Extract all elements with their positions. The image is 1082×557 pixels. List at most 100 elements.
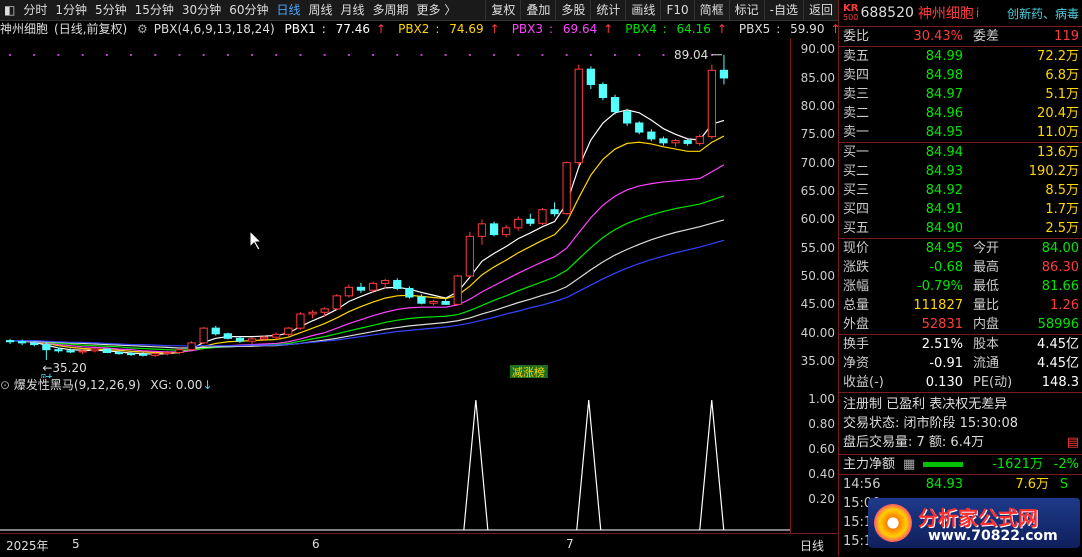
asks-row[interactable]: 卖四 84.98 6.8万 [839,66,1082,85]
toolbar-action-button[interactable]: 复权 [485,0,520,20]
candle-body[interactable] [550,209,559,215]
period-tab[interactable]: 周线 [308,3,333,17]
candle-body[interactable] [671,140,680,144]
candle-body[interactable] [441,301,450,305]
candle-body[interactable] [5,340,15,343]
period-tab[interactable]: 5分钟 [95,3,127,17]
candle-body[interactable] [574,68,583,164]
candle-body[interactable] [610,97,620,113]
period-tab[interactable]: 30分钟 [181,3,222,17]
candle-body[interactable] [502,227,511,236]
candle-body[interactable] [54,349,63,352]
candle-body[interactable] [235,337,245,342]
candle-body[interactable] [223,333,232,339]
candle-body[interactable] [429,301,438,304]
toolbar-action-button[interactable]: -自选 [763,0,803,20]
candle-body[interactable] [139,353,148,356]
asks-row[interactable]: 卖一 84.95 11.0万 [839,123,1082,142]
candle-body[interactable] [272,333,281,338]
candle-body[interactable] [526,218,535,224]
info-icon[interactable]: i [975,6,980,20]
candle-body[interactable] [647,131,656,140]
candle-body[interactable] [695,136,704,144]
candle-body[interactable] [151,353,160,356]
candle-body[interactable] [78,350,87,353]
candle-body[interactable] [623,111,632,124]
candle-body[interactable] [417,296,426,304]
candle-body[interactable] [489,223,499,236]
candle-body[interactable] [344,286,353,297]
candle-body[interactable] [381,280,390,284]
period-tab[interactable]: 更多 〉 [416,3,457,17]
calendar-icon[interactable]: ▤ [1066,435,1079,450]
tag-label[interactable]: 减涨榜 [512,365,545,378]
candle-body[interactable] [187,342,196,351]
toolbar-action-button[interactable]: 多股 [555,0,590,20]
candlestick-chart[interactable]: 89.04 ←35.20财 减涨榜 [0,38,790,378]
settings-gear-icon[interactable]: ⚙ [137,22,148,36]
candle-body[interactable] [18,341,27,344]
toolbar-action-button[interactable]: F10 [660,0,693,20]
finance-marker[interactable]: 财 [40,373,52,378]
toolbar-toggle-icon[interactable]: ◧ [4,3,16,17]
candle-body[interactable] [90,348,99,352]
candle-body[interactable] [562,162,571,215]
candle-body[interactable] [260,336,269,340]
toolbar-action-button[interactable]: 叠加 [520,0,555,20]
candle-body[interactable] [514,218,523,229]
period-tab[interactable]: 日线 [276,3,301,17]
candle-body[interactable] [175,349,184,353]
candle-body[interactable] [199,327,208,344]
period-tab[interactable]: 月线 [340,3,365,17]
signal-chart[interactable] [0,392,790,532]
asks-row[interactable]: 卖五 84.99 72.2万 [839,47,1082,66]
period-tab[interactable]: 分时 [23,3,48,17]
candle-body[interactable] [393,280,402,289]
candle-body[interactable] [586,68,595,85]
candle-body[interactable] [683,140,692,144]
period-tab[interactable]: 1分钟 [55,3,87,17]
candle-body[interactable] [368,282,378,291]
indicator-settings-icon[interactable]: ⊙ [0,378,11,392]
candle-body[interactable] [66,350,75,353]
bids-row[interactable]: 买三 84.92 8.5万 [839,181,1082,200]
toolbar-action-button[interactable]: 简框 [693,0,729,20]
candle-body[interactable] [356,286,366,291]
asks-row[interactable]: 卖三 84.97 5.1万 [839,85,1082,104]
candle-body[interactable] [453,275,462,305]
candle-body[interactable] [163,352,172,355]
candle-body[interactable] [538,209,547,224]
period-tab[interactable]: 多周期 [372,3,409,17]
toolbar-action-button[interactable]: 返回 [802,0,838,20]
candle-body[interactable] [211,327,220,335]
candle-body[interactable] [308,311,317,315]
period-label[interactable]: 日线 [800,539,825,553]
candle-body[interactable] [284,327,293,335]
toolbar-action-button[interactable]: 统计 [590,0,625,20]
bids-row[interactable]: 买五 84.90 2.5万 [839,219,1082,238]
concept-tag[interactable]: 创新药、病毒 [1006,6,1079,21]
candle-body[interactable] [598,83,608,98]
bids-row[interactable]: 买一 84.94 13.6万 [839,143,1082,162]
candle-body[interactable] [126,353,136,356]
candle-body[interactable] [102,348,111,354]
bids-row[interactable]: 买二 84.93 190.2万 [839,162,1082,181]
asks-row[interactable]: 卖二 84.96 20.4万 [839,104,1082,123]
candle-body[interactable] [719,69,729,79]
calc-icon[interactable]: ▦ [903,457,916,472]
candle-body[interactable] [42,344,51,351]
candle-body[interactable] [247,338,257,342]
period-tab[interactable]: 60分钟 [229,3,269,17]
candle-body[interactable] [659,138,668,144]
bids-row[interactable]: 买四 84.91 1.7万 [839,200,1082,219]
candle-body[interactable] [30,342,39,346]
candle-body[interactable] [477,223,487,237]
toolbar-action-button[interactable]: 标记 [728,0,764,20]
candle-body[interactable] [465,235,474,277]
candle-body[interactable] [320,308,329,313]
candle-body[interactable] [405,287,414,298]
candle-body[interactable] [332,295,341,310]
candle-body[interactable] [635,122,644,133]
candle-body[interactable] [114,352,124,355]
period-tab[interactable]: 15分钟 [134,3,174,17]
